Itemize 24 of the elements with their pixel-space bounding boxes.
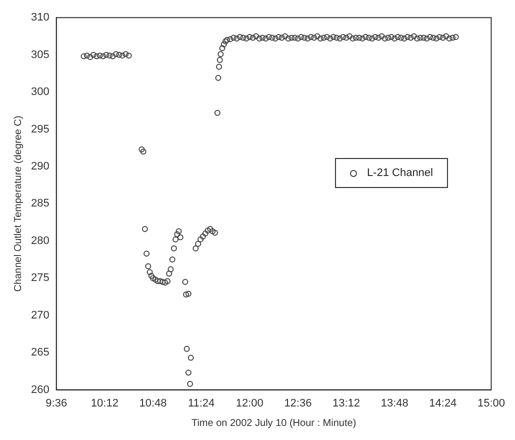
- x-tick-label: 10:12: [90, 397, 118, 410]
- y-axis-title: Channel Outlet Temperature (degree C): [12, 116, 24, 292]
- y-tick-label: 295: [30, 123, 50, 136]
- y-tick-label: 310: [30, 12, 50, 24]
- x-tick-label: 12:00: [236, 397, 264, 410]
- x-tick-label: 13:12: [332, 397, 360, 410]
- y-tick-label: 290: [30, 160, 50, 173]
- y-tick-label: 260: [30, 384, 50, 396]
- x-tick-label: 15:00: [477, 397, 505, 410]
- y-tick-label: 305: [30, 48, 50, 61]
- x-tick-label: 11:24: [188, 397, 215, 410]
- x-tick-label: 14:24: [429, 397, 457, 410]
- x-tick-label: 13:48: [380, 397, 408, 410]
- y-tick-label: 275: [30, 272, 50, 284]
- x-tick-label: 10:48: [139, 397, 167, 410]
- y-tick-label: 280: [30, 234, 50, 247]
- legend-label: L-21 Channel: [366, 167, 433, 179]
- x-tick-label: 9:36: [46, 397, 68, 410]
- x-axis-title: Time on 2002 July 10 (Hour : Minute): [191, 418, 356, 429]
- y-tick-label: 265: [30, 346, 50, 359]
- x-tick-label: 12:36: [284, 397, 312, 410]
- y-tick-label: 270: [30, 309, 50, 322]
- y-tick-label: 285: [30, 198, 50, 210]
- y-tick-label: 300: [30, 86, 50, 98]
